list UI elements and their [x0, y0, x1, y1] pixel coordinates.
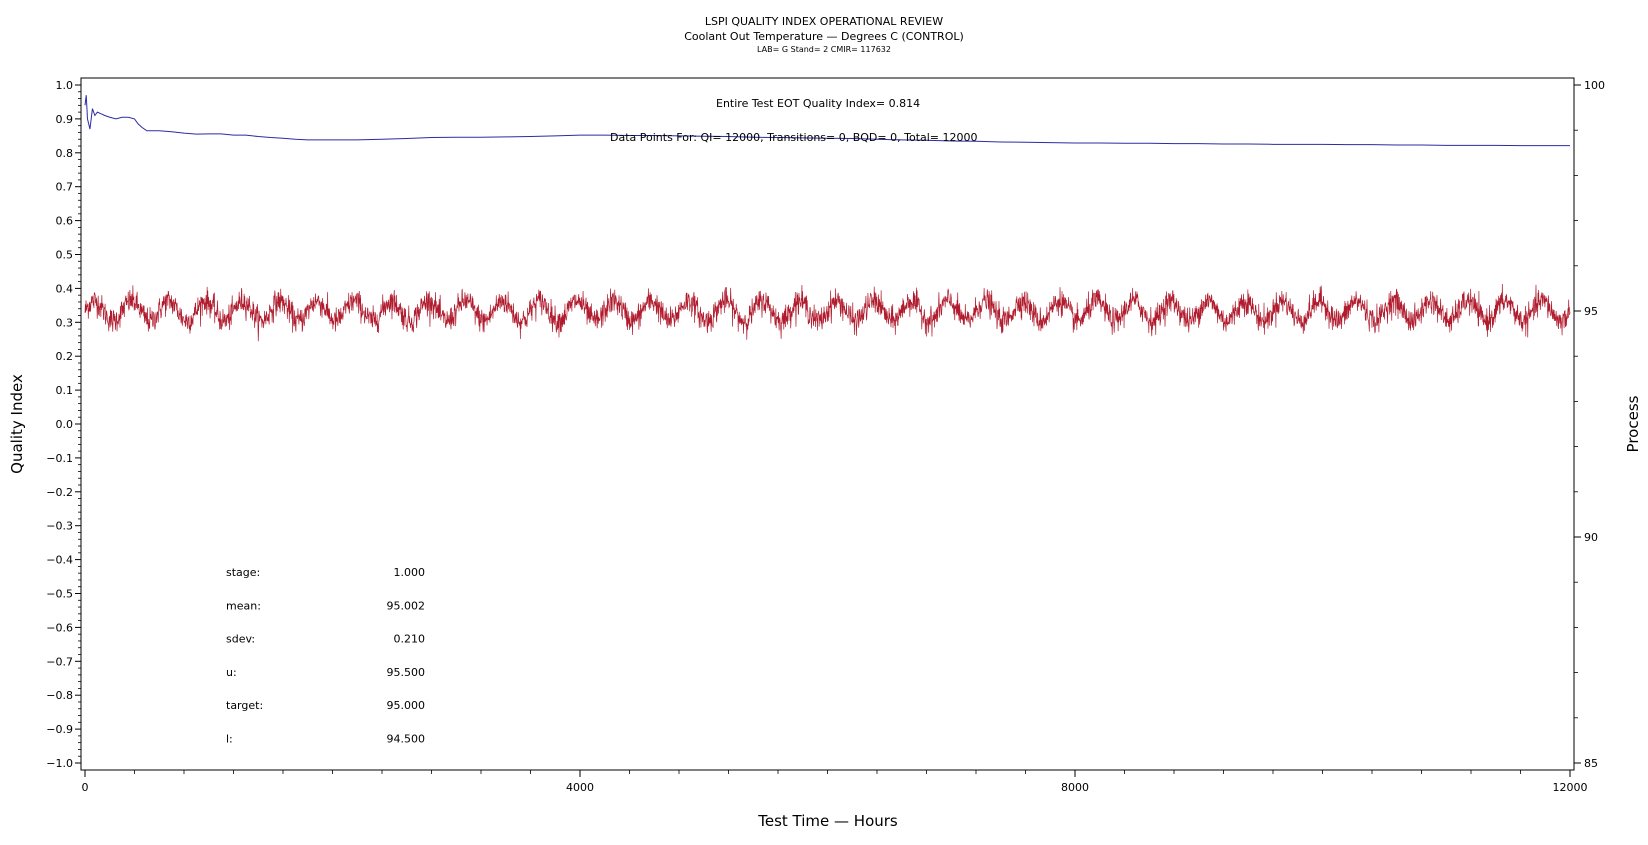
x-tick-label: 8000	[1061, 781, 1089, 794]
y-tick-label: 0.6	[56, 215, 74, 228]
x-tick-label: 12000	[1553, 781, 1588, 794]
stat-label: stage:	[226, 566, 260, 579]
y-right-tick-label: 85	[1584, 757, 1598, 770]
stat-value: 0.210	[394, 633, 426, 646]
y-axis-label: Quality Index	[8, 374, 26, 474]
series-quality-index	[84, 95, 1570, 147]
stat-label: mean:	[226, 599, 261, 612]
plot-frame	[80, 77, 1575, 771]
stat-value: 1.000	[394, 566, 426, 579]
y-tick-label: 0.0	[56, 418, 74, 431]
stat-value: 95.002	[387, 599, 426, 612]
series-process	[84, 284, 1571, 342]
stat-value: 95.000	[387, 699, 426, 712]
y-tick-label: 0.4	[56, 282, 74, 295]
y-tick-label: 0.5	[56, 249, 74, 262]
stat-value: 95.500	[387, 666, 426, 679]
stats-table: stage: 1.000 mean: 95.002 sdev: 0.210 u: 95.500…	[226, 566, 425, 746]
y-tick-label: 0.3	[56, 316, 74, 329]
quality-index-line	[84, 95, 1570, 147]
y-tick-label: 0.8	[56, 147, 74, 160]
y-tick-label: −0.9	[46, 723, 73, 736]
y-tick-label: −0.5	[46, 588, 73, 601]
stat-label: l:	[226, 733, 233, 746]
y-tick-label: −0.1	[46, 452, 73, 465]
x-tick-label: 0	[82, 781, 89, 794]
y-tick-label: 0.9	[56, 113, 74, 126]
y-tick-label: −0.4	[46, 554, 73, 567]
y-tick-label: −0.3	[46, 520, 73, 533]
y-tick-label: −1.0	[46, 757, 73, 770]
left-axis: 1.0 0.9 0.8 0.7 0.6 0.5 0.4 0.3 0.2 0.1 0.0 −0.1 −0.…	[46, 79, 81, 770]
y-tick-label: −0.6	[46, 621, 73, 634]
x-axis: 0 4000 8000 12000	[82, 770, 1588, 794]
annotation-data-points: Data Points For: QI= 12000, Transitions=…	[610, 131, 978, 144]
chart-titles: LSPI QUALITY INDEX OPERATIONAL REVIEW Co…	[684, 15, 964, 54]
y-right-tick-label: 90	[1584, 531, 1598, 544]
y-tick-label: −0.7	[46, 655, 73, 668]
right-axis: 100 95 90 85	[1574, 79, 1605, 770]
stat-label: u:	[226, 666, 237, 679]
y-tick-label: 0.7	[56, 181, 74, 194]
y-right-tick-label: 95	[1584, 305, 1598, 318]
process-line	[84, 284, 1571, 342]
annotation-quality-index: Entire Test EOT Quality Index= 0.814	[716, 97, 920, 110]
stat-label: target:	[226, 699, 263, 712]
chart-title: LSPI QUALITY INDEX OPERATIONAL REVIEW	[705, 15, 943, 28]
stat-label: sdev:	[226, 633, 255, 646]
y-tick-label: −0.2	[46, 486, 73, 499]
x-tick-label: 4000	[566, 781, 594, 794]
y-tick-label: 0.2	[56, 350, 74, 363]
x-axis-label: Test Time — Hours	[757, 812, 898, 830]
y-right-tick-label: 100	[1584, 79, 1605, 92]
y-tick-label: 1.0	[56, 79, 74, 92]
chart-subtitle-lab: LAB= G Stand= 2 CMIR= 117632	[757, 45, 891, 54]
y-tick-label: −0.8	[46, 689, 73, 702]
y-tick-label: 0.1	[56, 384, 74, 397]
stat-value: 94.500	[387, 733, 426, 746]
y-axis-right-label: Process	[1624, 395, 1642, 452]
chart-subtitle: Coolant Out Temperature — Degrees C (CON…	[684, 30, 964, 43]
